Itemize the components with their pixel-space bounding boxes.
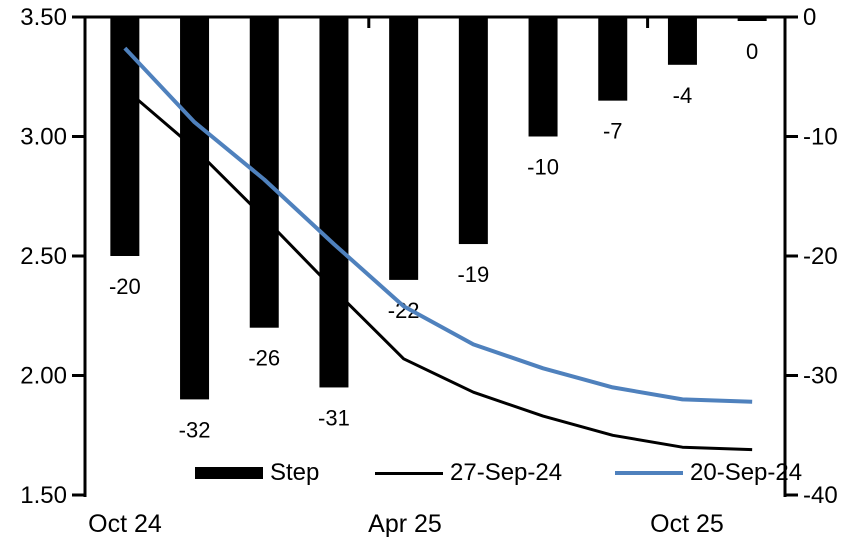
right-axis-tick-label: -10 <box>803 124 838 151</box>
legend-label-step: Step <box>270 459 320 486</box>
step-bar <box>180 17 210 400</box>
step-bar <box>389 17 419 280</box>
left-axis-tick-label: 1.50 <box>20 482 67 509</box>
line-20sep24 <box>123 46 753 404</box>
line-swatch-27sep24 <box>375 471 443 475</box>
legend-item-20sep24: 20-Sep-24 <box>615 458 802 488</box>
x-axis-label-apr25: Apr 25 <box>368 510 442 538</box>
bar-data-label: -31 <box>318 405 350 430</box>
step-bar-swatch <box>195 467 263 479</box>
left-axis-tick-label: 3.00 <box>20 124 67 151</box>
bar-data-label: -7 <box>603 119 623 144</box>
line-27sep24 <box>123 87 753 452</box>
bar-data-label: -10 <box>527 155 559 180</box>
left-axis-tick-label: 2.50 <box>20 243 67 270</box>
bar-data-label: -20 <box>109 274 141 299</box>
right-axis-tick-label: -20 <box>803 243 838 270</box>
left-axis-tick-label: 2.00 <box>20 363 67 390</box>
bar-data-label: -4 <box>673 83 693 108</box>
step-bar <box>110 17 140 256</box>
bar-data-label: 0 <box>746 39 758 64</box>
bar-data-label: -32 <box>179 417 211 442</box>
legend-item-step: Step <box>195 458 319 488</box>
step-bar <box>528 17 558 137</box>
right-axis-tick-label: 0 <box>803 4 816 31</box>
left-axis-tick-label: 3.50 <box>20 4 67 31</box>
x-axis-label-oct25: Oct 25 <box>650 510 724 538</box>
bar-data-label: -26 <box>248 346 280 371</box>
bar-data-label: -19 <box>457 262 489 287</box>
step-bar <box>667 17 697 65</box>
step-bar <box>458 17 488 245</box>
legend-label-27sep24: 27-Sep-24 <box>450 459 563 486</box>
right-axis-tick-label: -40 <box>803 482 838 509</box>
step-bar <box>319 17 349 388</box>
step-bar <box>737 17 767 21</box>
legend-item-27sep24: 27-Sep-24 <box>375 458 562 488</box>
x-axis-label-oct24: Oct 24 <box>88 510 162 538</box>
legend-label-20sep24: 20-Sep-24 <box>690 459 803 486</box>
right-axis-tick-label: -30 <box>803 363 838 390</box>
step-bar <box>598 17 628 101</box>
chart-legend: Step 27-Sep-24 20-Sep-24 <box>0 458 852 488</box>
line-swatch-20sep24 <box>615 471 683 475</box>
